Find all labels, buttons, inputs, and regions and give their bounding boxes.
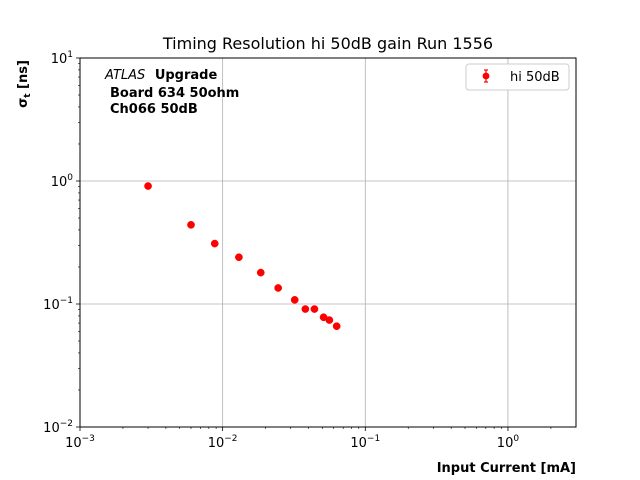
legend-marker [482, 69, 490, 83]
y-tick-label: 10−1 [43, 296, 73, 313]
data-point [310, 305, 319, 313]
data-point [301, 305, 310, 313]
data-point [325, 316, 334, 324]
x-tick-label: 10−1 [350, 434, 380, 451]
plot-frame [79, 57, 577, 428]
data-point [290, 296, 299, 304]
y-axis-label: σt [ns] [16, 60, 33, 108]
y-tick-label: 100 [51, 173, 74, 190]
annotation-board: Board 634 50ohm [110, 86, 239, 101]
x-tick-label: 10−3 [65, 434, 95, 451]
data-point [332, 322, 341, 331]
data-point [210, 239, 219, 248]
annotation-channel: Ch066 50dB [110, 102, 198, 117]
legend: hi 50dB [465, 63, 570, 91]
x-tick-label: 10−2 [208, 434, 238, 451]
y-tick-label: 101 [51, 50, 73, 67]
x-axis-label: Input Current [mA] [437, 461, 576, 476]
legend-point [482, 72, 490, 80]
data-point [274, 284, 283, 292]
data-point [144, 182, 152, 190]
data-points [144, 182, 341, 331]
annotation-upgrade: Upgrade [155, 68, 218, 83]
legend-entry-hi-50db: hi 50dB [510, 70, 560, 85]
annotation-atlas: ATLAS [104, 68, 145, 83]
legend-box [465, 63, 570, 91]
atlas-annotation: ATLAS Upgrade Board 634 50ohm Ch066 50dB [104, 68, 239, 117]
data-point [256, 268, 265, 277]
annotation-first-line: ATLAS Upgrade [104, 68, 217, 83]
x-tick-label: 100 [497, 434, 520, 451]
data-point [187, 221, 195, 229]
y-tick-label: 10−2 [43, 419, 73, 436]
chart-title: Timing Resolution hi 50dB gain Run 1556 [162, 34, 493, 53]
grid-lines [80, 58, 576, 427]
data-point [235, 253, 243, 262]
